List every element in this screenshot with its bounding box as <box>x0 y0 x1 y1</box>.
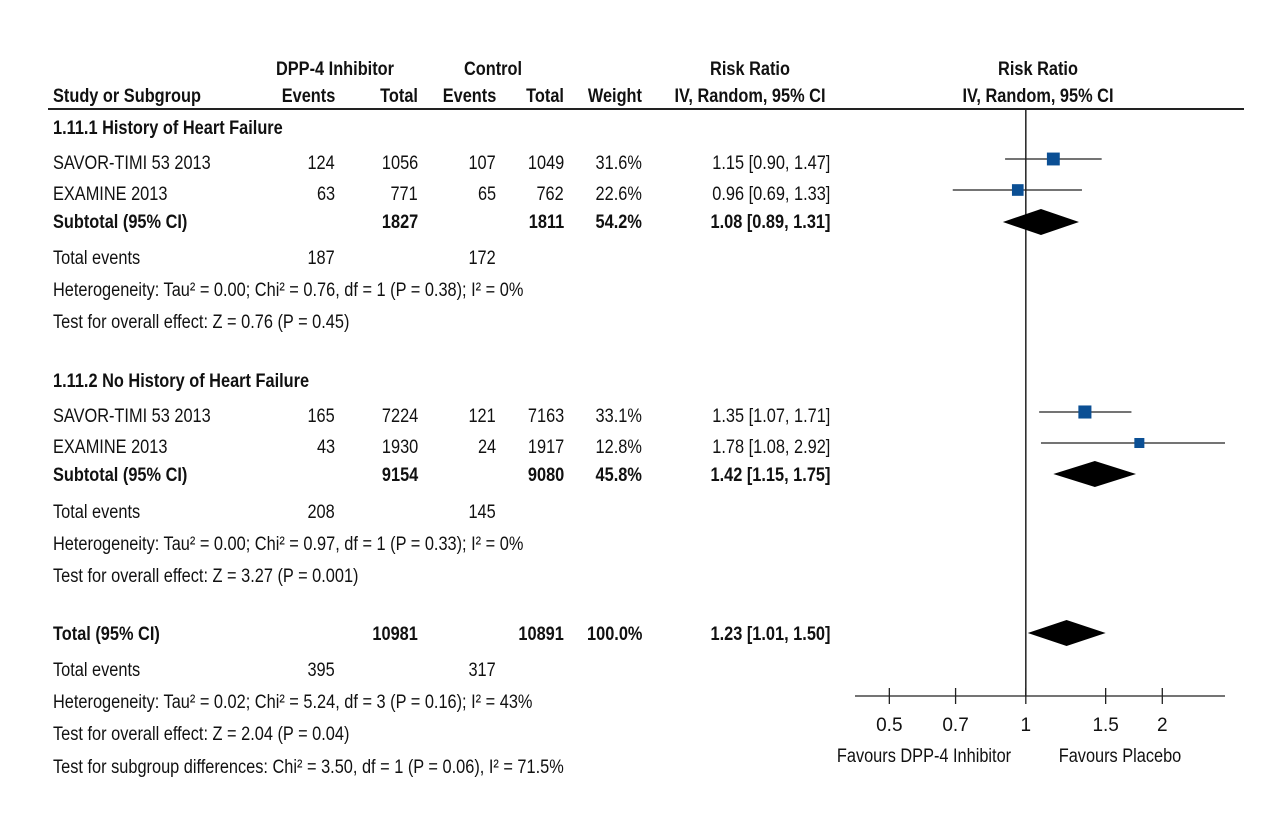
risk-ratio-header: Risk Ratio <box>710 59 790 80</box>
x-axis-tick-label: 1.5 <box>1092 715 1118 736</box>
control-total-events-value: 172 <box>468 248 496 269</box>
x-axis-tick-label: 0.7 <box>942 715 968 736</box>
study-effect-marker <box>1134 437 1145 449</box>
subtotal-ci: 1.08 [0.89, 1.31] <box>710 212 830 233</box>
study-name: SAVOR-TIMI 53 2013 <box>53 153 211 174</box>
study-effect-marker <box>1011 184 1024 196</box>
heterogeneity-text: Heterogeneity: Tau² = 0.00; Chi² = 0.97,… <box>53 534 524 555</box>
study-effect-marker <box>1078 405 1092 419</box>
study-name: SAVOR-TIMI 53 2013 <box>53 406 211 427</box>
total-control-total: 10891 <box>518 624 564 645</box>
x-axis-tick-label: 0.5 <box>876 715 902 736</box>
total-events-value: 208 <box>307 502 335 523</box>
heterogeneity-text: Heterogeneity: Tau² = 0.00; Chi² = 0.76,… <box>53 280 524 301</box>
header-divider <box>48 108 1244 110</box>
total-events-value: 395 <box>307 660 335 681</box>
ci-cell: 1.35 [1.07, 1.71] <box>711 406 830 427</box>
control-total-cell: 1049 <box>527 153 564 174</box>
favours-right-label: Favours Placebo <box>1059 745 1182 766</box>
subtotal-total: 9154 <box>381 465 418 486</box>
events-cell: 63 <box>316 184 335 205</box>
subgroup-title: 1.11.2 No History of Heart Failure <box>53 371 310 392</box>
overall-effect-text: Test for overall effect: Z = 3.27 (P = 0… <box>53 566 359 587</box>
heterogeneity-text: Heterogeneity: Tau² = 0.02; Chi² = 5.24,… <box>53 692 533 713</box>
dpp4-group-header: DPP-4 Inhibitor <box>275 59 395 80</box>
weight-cell: 22.6% <box>595 184 642 205</box>
control-total-cell: 1917 <box>527 437 564 458</box>
subtotal-weight: 45.8% <box>595 465 642 486</box>
total-ci: 1.23 [1.01, 1.50] <box>710 624 830 645</box>
study-effect-marker <box>1046 152 1060 166</box>
control-group-header: Control <box>463 59 523 80</box>
weight-column-header: Weight <box>587 86 642 107</box>
subtotal-total: 1827 <box>381 212 418 233</box>
method-column-header: IV, Random, 95% CI <box>674 86 826 107</box>
control-events-cell: 107 <box>468 153 496 174</box>
weight-cell: 12.8% <box>595 437 642 458</box>
total-cell: 771 <box>390 184 418 205</box>
subtotal-weight: 54.2% <box>595 212 642 233</box>
control-total-events-value: 145 <box>468 502 496 523</box>
ci-cell: 0.96 [0.69, 1.33] <box>711 184 830 205</box>
subtotal-control-total: 9080 <box>527 465 564 486</box>
pooled-effect-diamond <box>1053 461 1137 487</box>
subgroup-differences-text: Test for subgroup differences: Chi² = 3.… <box>53 757 564 778</box>
events-cell: 165 <box>307 406 335 427</box>
pooled-effect-diamond <box>1027 620 1106 646</box>
overall-effect-text: Test for overall effect: Z = 2.04 (P = 0… <box>53 724 350 745</box>
study-name: EXAMINE 2013 <box>53 184 168 205</box>
subtotal-control-total: 1811 <box>528 212 564 233</box>
total-total: 10981 <box>372 624 418 645</box>
study-column-header: Study or Subgroup <box>53 86 201 107</box>
total-events-label: Total events <box>53 502 141 523</box>
favours-left-label: Favours DPP-4 Inhibitor <box>837 745 1011 766</box>
total-cell: 1930 <box>381 437 418 458</box>
weight-cell: 31.6% <box>595 153 642 174</box>
total-column-header: Total <box>380 86 418 107</box>
subtotal-label: Subtotal (95% CI) <box>53 465 188 486</box>
total-events-label: Total events <box>53 248 141 269</box>
x-axis-tick-label: 1 <box>1021 715 1032 736</box>
control-total-cell: 7163 <box>527 406 564 427</box>
subtotal-label: Subtotal (95% CI) <box>53 212 188 233</box>
total-events-value: 187 <box>307 248 335 269</box>
subgroup-title: 1.11.1 History of Heart Failure <box>53 118 283 139</box>
control-total-column-header: Total <box>526 86 564 107</box>
control-events-cell: 121 <box>468 406 496 427</box>
total-cell: 1056 <box>381 153 418 174</box>
total-cell: 7224 <box>381 406 418 427</box>
subtotal-ci: 1.42 [1.15, 1.75] <box>710 465 830 486</box>
overall-effect-text: Test for overall effect: Z = 0.76 (P = 0… <box>53 312 350 333</box>
total-label: Total (95% CI) <box>53 624 160 645</box>
pooled-effect-diamond <box>1002 209 1079 235</box>
plot-risk-ratio-header: Risk Ratio <box>998 59 1078 80</box>
study-name: EXAMINE 2013 <box>53 437 168 458</box>
events-cell: 124 <box>307 153 335 174</box>
plot-method-header: IV, Random, 95% CI <box>962 86 1114 107</box>
control-events-column-header: Events <box>442 86 496 107</box>
control-events-cell: 65 <box>477 184 496 205</box>
ci-cell: 1.15 [0.90, 1.47] <box>711 153 830 174</box>
weight-cell: 33.1% <box>595 406 642 427</box>
events-cell: 43 <box>316 437 335 458</box>
ci-cell: 1.78 [1.08, 2.92] <box>711 437 830 458</box>
total-weight: 100.0% <box>586 624 642 645</box>
x-axis-tick-label: 2 <box>1157 715 1168 736</box>
total-events-label: Total events <box>53 660 141 681</box>
events-column-header: Events <box>281 86 335 107</box>
control-events-cell: 24 <box>477 437 496 458</box>
control-total-cell: 762 <box>536 184 564 205</box>
control-total-events-value: 317 <box>468 660 496 681</box>
